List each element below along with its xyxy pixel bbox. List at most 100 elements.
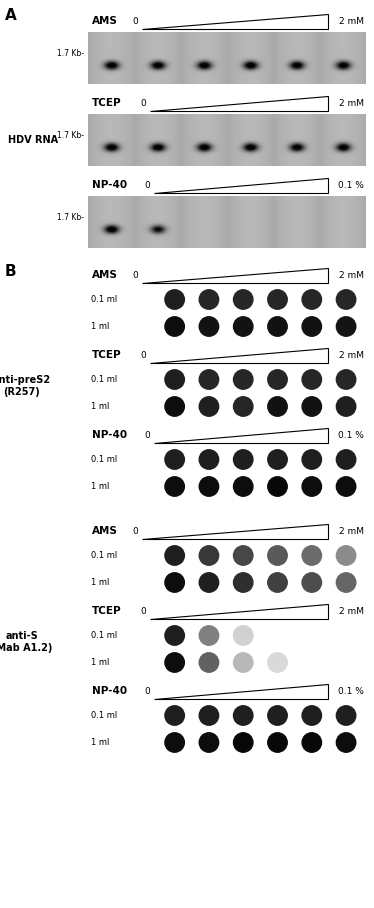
Circle shape (268, 653, 287, 672)
Text: 1 ml: 1 ml (91, 482, 109, 491)
Text: 1.7 Kb-: 1.7 Kb- (57, 49, 84, 58)
Polygon shape (142, 14, 328, 29)
Text: 0: 0 (140, 350, 146, 360)
Circle shape (233, 546, 253, 565)
Circle shape (302, 546, 322, 565)
Text: 0.1 ml: 0.1 ml (91, 295, 117, 304)
Circle shape (336, 290, 356, 310)
Text: 0.1 %: 0.1 % (338, 430, 364, 439)
Circle shape (199, 317, 219, 336)
Text: 0: 0 (140, 98, 146, 107)
Circle shape (165, 477, 184, 496)
Circle shape (302, 317, 322, 336)
Circle shape (165, 733, 184, 752)
Circle shape (199, 573, 219, 592)
Circle shape (302, 573, 322, 592)
Circle shape (233, 573, 253, 592)
Text: 2 mM: 2 mM (339, 271, 364, 280)
Text: anti-S
(Mab A1.2): anti-S (Mab A1.2) (0, 631, 52, 653)
Circle shape (336, 733, 356, 752)
Polygon shape (154, 428, 328, 443)
Circle shape (302, 626, 322, 646)
Text: 2 mM: 2 mM (339, 527, 364, 536)
Text: 1 ml: 1 ml (91, 738, 109, 747)
Text: HDV RNA: HDV RNA (8, 135, 58, 145)
Text: 1 ml: 1 ml (91, 322, 109, 331)
Circle shape (233, 370, 253, 390)
Circle shape (302, 653, 322, 672)
Text: 0: 0 (132, 271, 138, 280)
Circle shape (233, 477, 253, 496)
Circle shape (268, 317, 287, 336)
Circle shape (199, 449, 219, 469)
Text: 0.1 ml: 0.1 ml (91, 631, 117, 640)
Circle shape (268, 449, 287, 469)
Text: A: A (5, 8, 17, 23)
Text: 0.1 ml: 0.1 ml (91, 455, 117, 464)
Polygon shape (154, 684, 328, 699)
Circle shape (302, 449, 322, 469)
Circle shape (199, 290, 219, 310)
Text: TCEP: TCEP (92, 98, 122, 108)
Text: NP-40: NP-40 (92, 686, 127, 696)
Text: AMS: AMS (92, 16, 118, 26)
Circle shape (302, 733, 322, 752)
Text: B: B (5, 264, 16, 279)
Circle shape (165, 397, 184, 416)
Text: AMS: AMS (92, 270, 118, 280)
Text: 2 mM: 2 mM (339, 16, 364, 25)
Text: NP-40: NP-40 (92, 180, 127, 190)
Circle shape (268, 370, 287, 390)
Text: NP-40: NP-40 (92, 430, 127, 440)
Circle shape (165, 546, 184, 565)
Circle shape (336, 317, 356, 336)
Text: TCEP: TCEP (92, 350, 122, 360)
Circle shape (268, 573, 287, 592)
Circle shape (336, 397, 356, 416)
Circle shape (233, 449, 253, 469)
Circle shape (165, 290, 184, 310)
Circle shape (268, 706, 287, 725)
Circle shape (199, 626, 219, 646)
Text: anti-preS2
(R257): anti-preS2 (R257) (0, 375, 51, 397)
Circle shape (199, 653, 219, 672)
Circle shape (302, 370, 322, 390)
Text: 1 ml: 1 ml (91, 402, 109, 411)
Circle shape (336, 449, 356, 469)
Text: 0.1 %: 0.1 % (338, 686, 364, 696)
Circle shape (165, 706, 184, 725)
Circle shape (268, 733, 287, 752)
Circle shape (302, 397, 322, 416)
Polygon shape (150, 96, 328, 111)
Circle shape (302, 706, 322, 725)
Text: 0: 0 (132, 527, 138, 536)
Circle shape (199, 370, 219, 390)
Circle shape (336, 370, 356, 390)
Circle shape (165, 449, 184, 469)
Circle shape (199, 706, 219, 725)
Text: 0: 0 (144, 430, 150, 439)
Circle shape (336, 653, 356, 672)
Circle shape (336, 546, 356, 565)
Circle shape (233, 626, 253, 646)
Text: 0: 0 (144, 181, 150, 190)
Text: TCEP: TCEP (92, 606, 122, 616)
Circle shape (336, 706, 356, 725)
Circle shape (233, 653, 253, 672)
Polygon shape (154, 178, 328, 193)
Circle shape (233, 706, 253, 725)
Circle shape (165, 653, 184, 672)
Text: 0.1 ml: 0.1 ml (91, 375, 117, 384)
Text: 0.1 ml: 0.1 ml (91, 711, 117, 720)
Circle shape (165, 317, 184, 336)
Text: 0: 0 (144, 686, 150, 696)
Polygon shape (142, 524, 328, 539)
Circle shape (199, 546, 219, 565)
Circle shape (165, 573, 184, 592)
Polygon shape (150, 348, 328, 363)
Circle shape (268, 290, 287, 310)
Text: 2 mM: 2 mM (339, 607, 364, 616)
Text: 0.1 ml: 0.1 ml (91, 551, 117, 560)
Text: 2 mM: 2 mM (339, 350, 364, 360)
Circle shape (336, 626, 356, 646)
